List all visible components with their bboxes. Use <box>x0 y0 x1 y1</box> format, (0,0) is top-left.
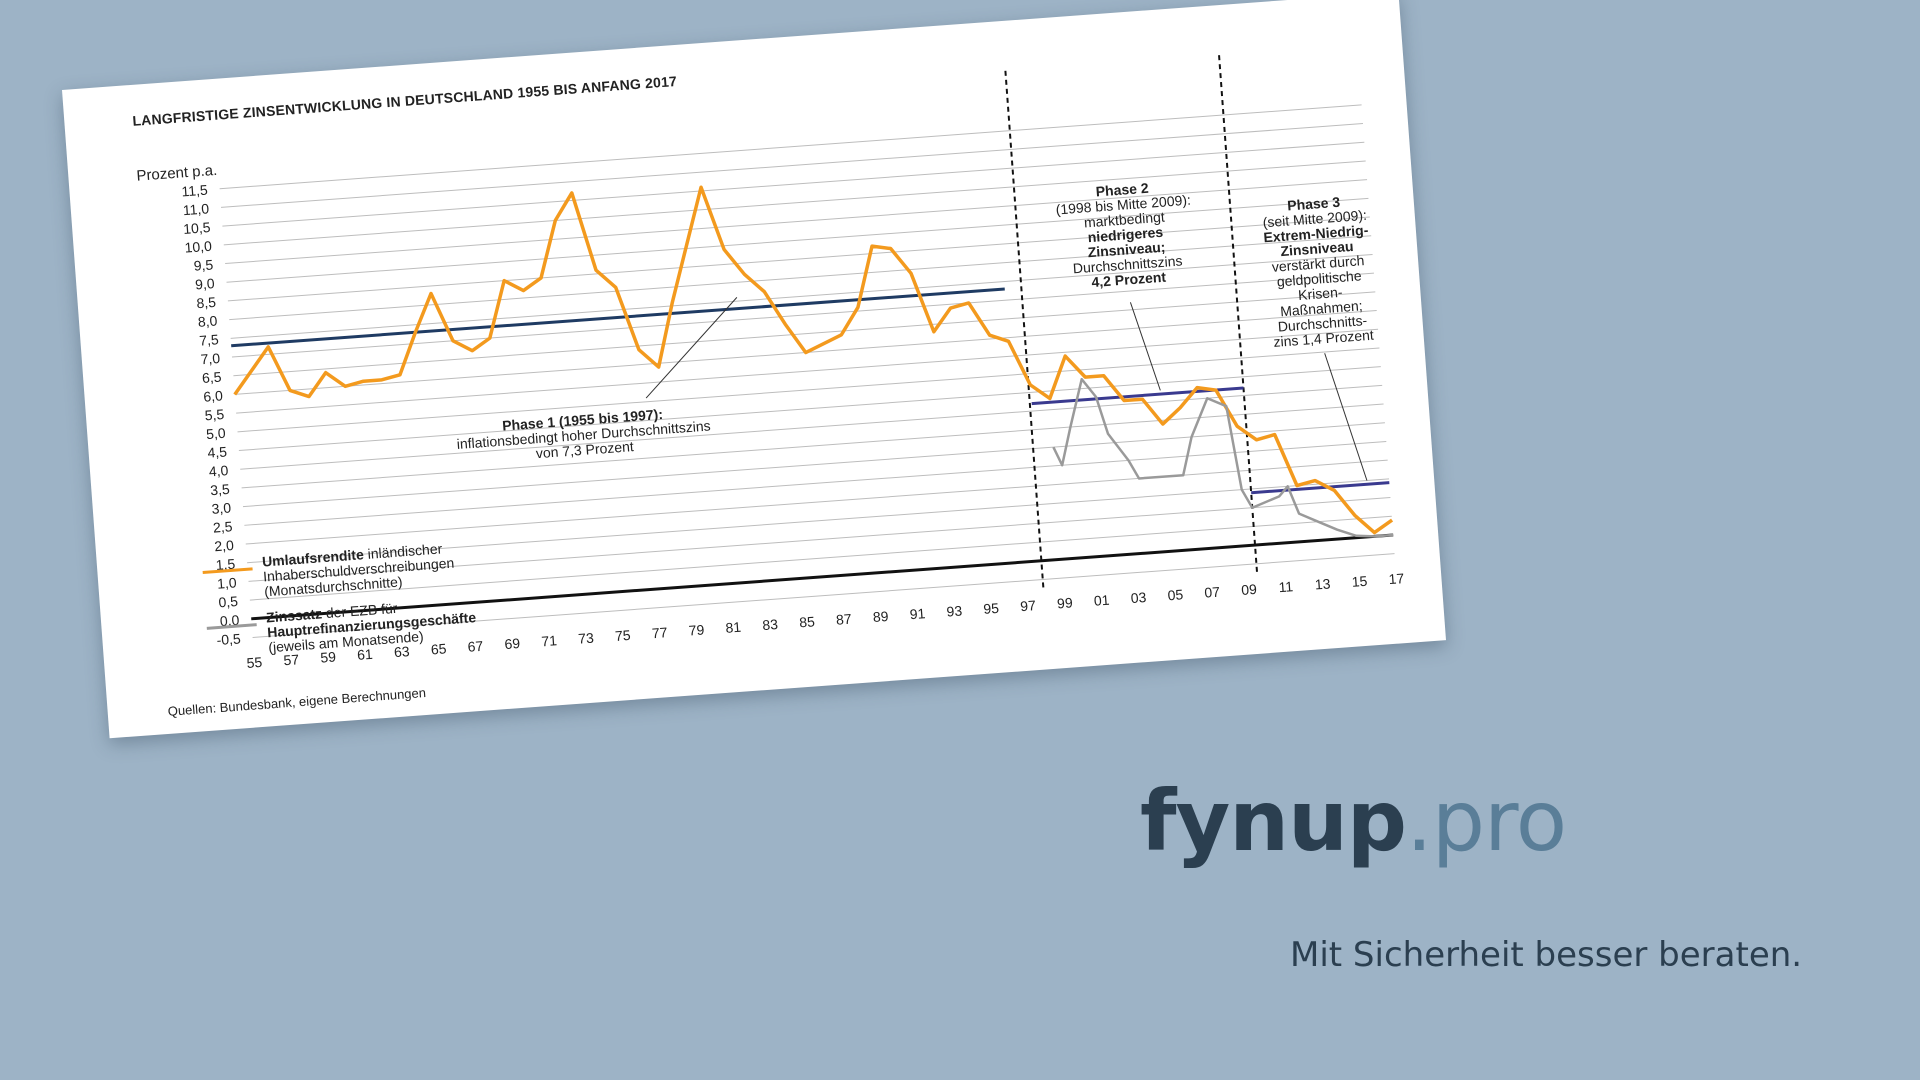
y-tick-label: 10,0 <box>184 238 213 256</box>
brand-name: fynup <box>1140 772 1407 870</box>
y-tick-label: 2,0 <box>214 537 235 554</box>
gridline <box>241 403 1384 489</box>
gridline <box>237 347 1380 433</box>
y-tick-label: -0,5 <box>216 630 241 648</box>
chart-card: LANGFRISTIGE ZINSENTWICKLUNG IN DEUTSCHL… <box>62 0 1447 739</box>
x-tick-label: 87 <box>835 611 852 628</box>
x-tick-label: 61 <box>357 646 374 663</box>
gridline <box>236 328 1379 414</box>
gridline <box>242 422 1385 508</box>
y-tick-label: 7,5 <box>199 331 220 348</box>
phase1-pointer <box>645 297 738 399</box>
x-tick-label: 79 <box>688 621 705 638</box>
phase3-annotation: Phase 3 (seit Mitte 2009): Extrem-Niedri… <box>1243 192 1394 352</box>
x-tick-label: 97 <box>1020 597 1037 614</box>
gridline <box>247 478 1390 564</box>
y-tick-label: 11,0 <box>182 200 210 218</box>
y-tick-label: 8,0 <box>197 313 218 330</box>
x-tick-label: 77 <box>651 624 668 641</box>
x-tick-label: 95 <box>983 600 1000 617</box>
y-tick-label: 9,0 <box>195 275 216 292</box>
y-tick-label: 7,0 <box>200 350 221 367</box>
x-tick-label: 63 <box>393 643 410 660</box>
x-tick-label: 85 <box>799 613 816 630</box>
x-tick-label: 59 <box>320 648 337 665</box>
phase-divider <box>1004 70 1045 592</box>
phase-divider <box>1218 55 1259 576</box>
zero-line <box>251 533 1394 621</box>
gridline <box>223 160 1366 246</box>
y-tick-label: 6,5 <box>201 369 222 386</box>
y-tick-label: 8,5 <box>196 294 217 311</box>
gridline <box>249 515 1392 601</box>
x-tick-label: 17 <box>1388 570 1405 587</box>
y-tick-label: 4,0 <box>208 462 229 479</box>
series-umlaufsrendite <box>233 185 1394 535</box>
x-tick-label: 67 <box>467 638 484 655</box>
y-tick-label: 0,5 <box>218 593 239 610</box>
gridline <box>225 179 1368 265</box>
y-tick-label: 6,0 <box>203 387 224 404</box>
gridline <box>248 497 1391 582</box>
gridline <box>229 235 1372 321</box>
x-tick-label: 93 <box>946 602 963 619</box>
x-tick-label: 99 <box>1056 594 1073 611</box>
gridline <box>231 272 1374 358</box>
x-tick-label: 03 <box>1130 589 1147 606</box>
x-tick-label: 09 <box>1241 581 1258 598</box>
x-tick-label: 07 <box>1204 584 1221 601</box>
gridline <box>220 123 1363 208</box>
brand-logo[interactable]: fynup.pro <box>1140 772 1567 870</box>
x-tick-label: 65 <box>430 640 447 657</box>
phase3-pointer <box>1324 353 1368 481</box>
y-tick-label: 1,0 <box>217 574 238 591</box>
x-tick-label: 81 <box>725 619 742 636</box>
x-tick-label: 15 <box>1351 573 1368 590</box>
y-tick-label: 5,0 <box>206 425 227 442</box>
x-tick-label: 13 <box>1314 575 1331 592</box>
x-tick-label: 83 <box>762 616 779 633</box>
average-line-phase1 <box>231 287 1005 348</box>
series-ezb-zinssatz <box>1052 377 1394 538</box>
y-tick-label: 2,5 <box>212 518 233 535</box>
x-tick-label: 05 <box>1167 586 1184 603</box>
x-tick-label: 89 <box>872 608 889 625</box>
x-tick-label: 55 <box>246 654 263 671</box>
x-tick-label: 73 <box>578 630 595 647</box>
chart-svg: Prozent p.a.11,511,010,510,09,5 9,0 8,5 8,0… <box>136 55 1405 671</box>
gridline <box>244 440 1387 526</box>
gridline <box>226 197 1369 283</box>
gridline <box>227 216 1370 302</box>
y-axis-label: Prozent p.a. <box>136 162 218 185</box>
y-tick-label: 3,5 <box>210 481 231 498</box>
gridline <box>238 366 1381 452</box>
gridline <box>222 141 1365 227</box>
gridline <box>252 553 1395 639</box>
gridline <box>245 459 1388 545</box>
y-tick-label: 4,5 <box>207 443 228 460</box>
x-tick-label: 01 <box>1093 592 1110 609</box>
gridline <box>240 384 1383 470</box>
x-tick-label: 69 <box>504 635 521 652</box>
gridline <box>219 104 1362 190</box>
x-tick-label: 71 <box>541 632 558 649</box>
x-tick-label: 91 <box>909 605 926 622</box>
phase2-annotation: Phase 2 (1998 bis Mitte 2009): marktbedi… <box>1047 177 1204 293</box>
x-tick-label: 11 <box>1278 578 1294 595</box>
y-tick-label: 5,5 <box>204 406 225 423</box>
brand-tagline: Mit Sicherheit besser beraten. <box>1290 935 1803 975</box>
gridline <box>230 253 1373 339</box>
gridline <box>233 291 1376 377</box>
y-tick-label: 3,0 <box>211 499 232 516</box>
brand-tld: .pro <box>1406 772 1567 870</box>
y-tick-label: 11,5 <box>181 182 209 200</box>
average-line-phase3 <box>1251 481 1390 495</box>
y-tick-label: 9,5 <box>193 256 214 273</box>
y-tick-label: 10,5 <box>183 219 212 237</box>
x-tick-label: 75 <box>614 627 631 644</box>
phase2-pointer <box>1129 302 1161 391</box>
x-tick-label: 57 <box>283 651 300 668</box>
